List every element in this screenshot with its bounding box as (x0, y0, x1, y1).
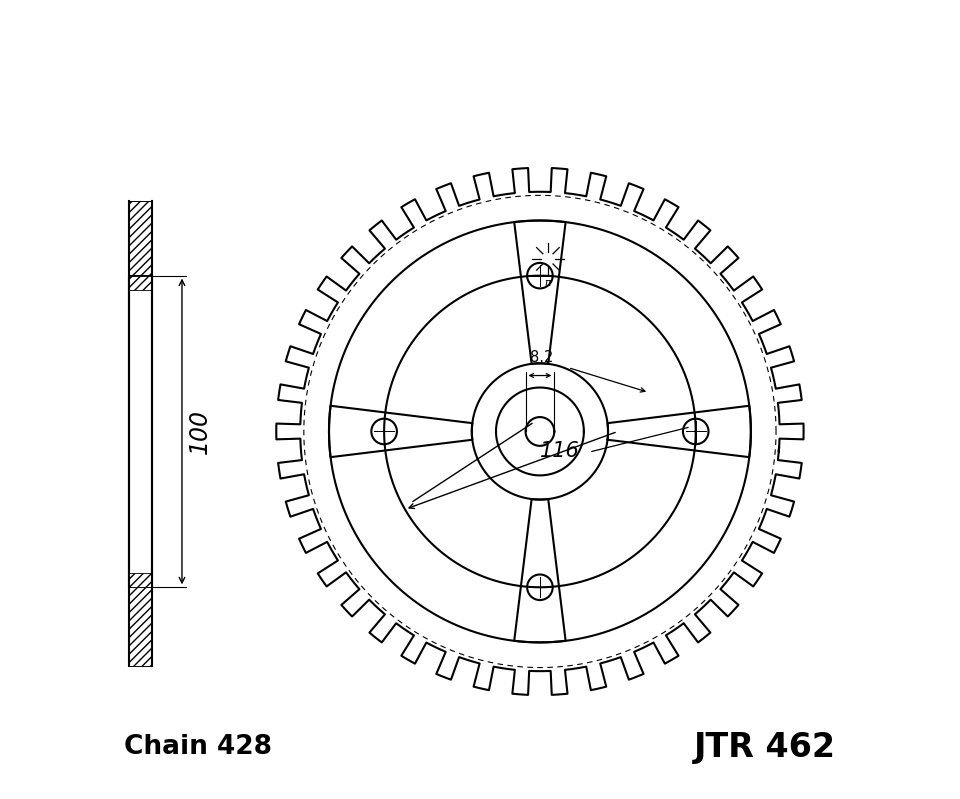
Bar (130, 276, 152, 587)
Bar (130, 573, 152, 587)
Bar (130, 201, 152, 276)
Text: Chain 428: Chain 428 (125, 734, 273, 760)
Text: JTR 462: JTR 462 (693, 730, 835, 764)
Bar (130, 276, 152, 290)
Text: 116: 116 (540, 441, 580, 462)
Text: $\pi$: $\pi$ (543, 278, 552, 288)
Text: 100: 100 (187, 409, 211, 454)
Bar (130, 587, 152, 666)
Text: 8.2: 8.2 (530, 350, 553, 365)
